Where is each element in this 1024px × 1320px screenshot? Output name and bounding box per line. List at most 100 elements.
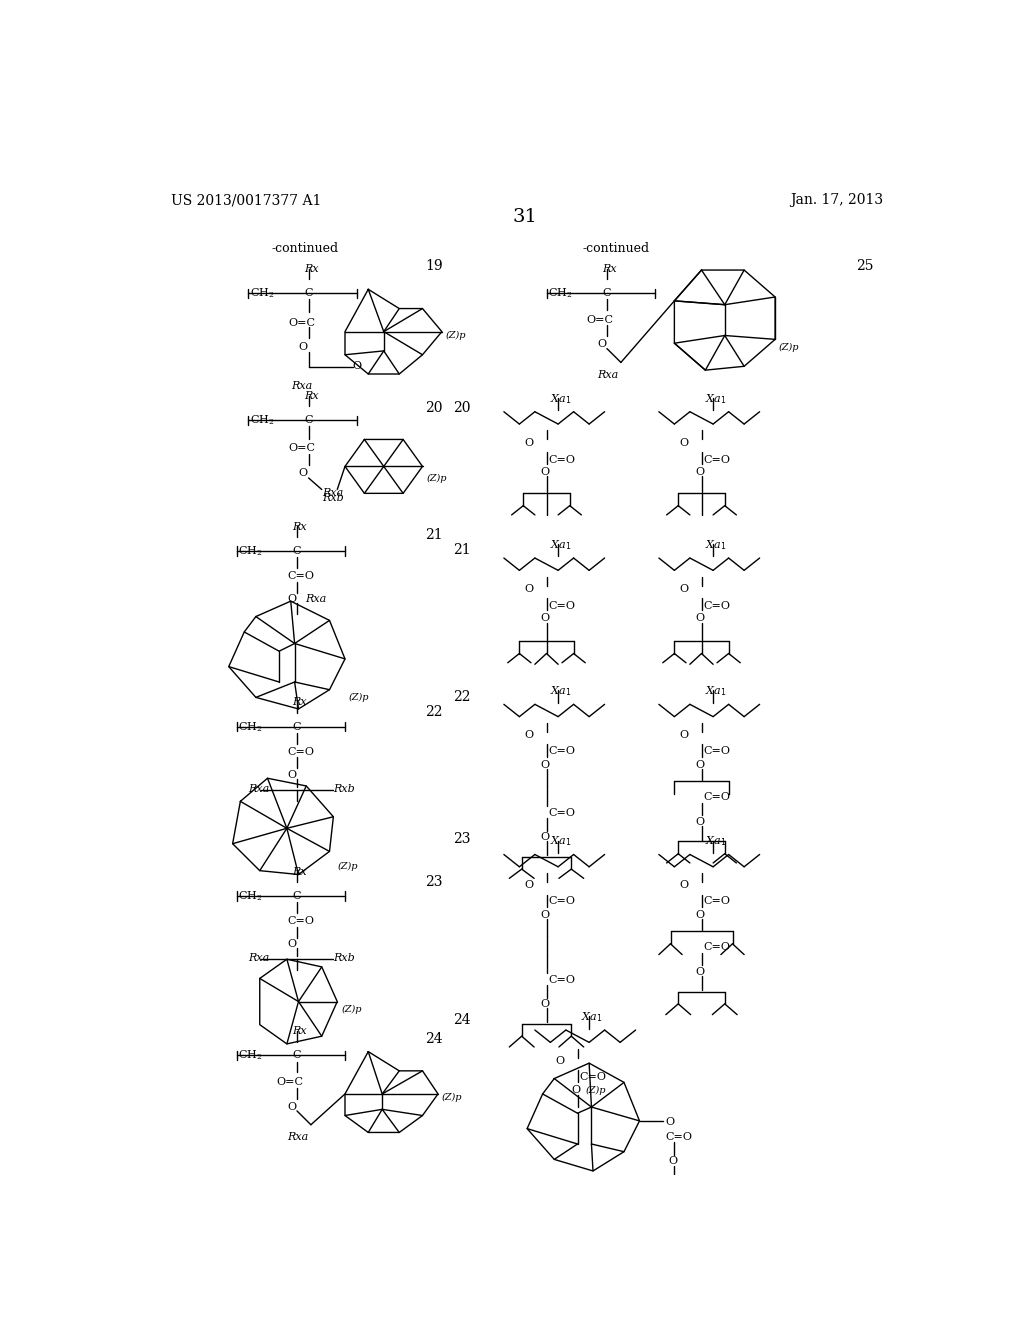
Text: Rx: Rx xyxy=(292,697,307,708)
Text: C: C xyxy=(293,546,301,556)
Text: Xa$_1$: Xa$_1$ xyxy=(582,1010,603,1024)
Text: O: O xyxy=(524,730,534,741)
Text: C=O: C=O xyxy=(549,974,575,985)
Text: Rxa: Rxa xyxy=(287,1133,308,1142)
Text: C=O: C=O xyxy=(703,942,731,952)
Text: 19: 19 xyxy=(425,259,442,272)
Text: O: O xyxy=(524,583,534,594)
Text: Rx: Rx xyxy=(304,391,318,401)
Text: O: O xyxy=(680,730,689,741)
Text: Rx: Rx xyxy=(292,521,307,532)
Text: C=O: C=O xyxy=(703,601,731,611)
Text: Xa$_1$: Xa$_1$ xyxy=(550,684,572,698)
Text: C=O: C=O xyxy=(549,896,575,906)
Text: 23: 23 xyxy=(454,832,471,846)
Text: C: C xyxy=(304,288,312,298)
Text: 22: 22 xyxy=(425,705,442,719)
Text: (Z)p: (Z)p xyxy=(426,474,446,483)
Text: Rxa: Rxa xyxy=(292,381,312,391)
Text: Rxb: Rxb xyxy=(322,494,343,503)
Text: ─: ─ xyxy=(274,1051,281,1060)
Text: Xa$_1$: Xa$_1$ xyxy=(706,684,727,698)
Text: O: O xyxy=(541,999,550,1010)
Text: Rx: Rx xyxy=(292,1026,307,1036)
Text: O: O xyxy=(524,880,534,890)
Text: C: C xyxy=(293,722,301,731)
Text: 20: 20 xyxy=(454,401,471,414)
Text: Xa$_1$: Xa$_1$ xyxy=(550,392,572,405)
Text: $\mathregular{CH_2}$: $\mathregular{CH_2}$ xyxy=(239,544,263,558)
Text: O: O xyxy=(541,760,550,770)
Text: 24: 24 xyxy=(454,1014,471,1027)
Text: Rxb: Rxb xyxy=(334,784,355,793)
Text: 23: 23 xyxy=(425,874,442,888)
Text: Xa$_1$: Xa$_1$ xyxy=(706,539,727,552)
Text: O: O xyxy=(556,1056,565,1065)
Text: O: O xyxy=(680,583,689,594)
Text: Rxa: Rxa xyxy=(322,488,343,498)
Text: (Z)p: (Z)p xyxy=(442,1093,463,1102)
Text: 20: 20 xyxy=(425,401,442,414)
Text: -continued: -continued xyxy=(271,242,338,255)
Text: O: O xyxy=(695,909,705,920)
Text: O: O xyxy=(299,342,307,352)
Text: C: C xyxy=(603,288,611,298)
Text: O: O xyxy=(571,1085,581,1096)
Text: Xa$_1$: Xa$_1$ xyxy=(706,834,727,849)
Text: O: O xyxy=(680,437,689,447)
Text: ─: ─ xyxy=(274,722,281,731)
Text: Rxa: Rxa xyxy=(305,594,326,605)
Text: $\mathregular{CH_2}$: $\mathregular{CH_2}$ xyxy=(548,286,572,300)
Text: 21: 21 xyxy=(425,528,442,543)
Text: (Z)p: (Z)p xyxy=(586,1085,606,1094)
Text: C=O: C=O xyxy=(580,1072,607,1081)
Text: C: C xyxy=(293,1051,301,1060)
Text: Rxa: Rxa xyxy=(248,784,269,793)
Text: O: O xyxy=(541,467,550,477)
Text: 22: 22 xyxy=(454,689,471,704)
Text: 25: 25 xyxy=(856,259,874,272)
Text: $\mathregular{CH_2}$: $\mathregular{CH_2}$ xyxy=(239,890,263,903)
Text: O: O xyxy=(287,940,296,949)
Text: C=O: C=O xyxy=(665,1131,692,1142)
Text: ─: ─ xyxy=(286,416,293,425)
Text: Xa$_1$: Xa$_1$ xyxy=(550,539,572,552)
Text: (Z)p: (Z)p xyxy=(341,1005,361,1014)
Text: O: O xyxy=(541,832,550,842)
Text: O: O xyxy=(695,966,705,977)
Text: C: C xyxy=(304,416,312,425)
Text: Jan. 17, 2013: Jan. 17, 2013 xyxy=(791,193,884,207)
Text: O: O xyxy=(299,469,307,478)
Text: O: O xyxy=(287,770,296,780)
Text: $\mathregular{CH_2}$: $\mathregular{CH_2}$ xyxy=(239,1048,263,1063)
Text: C=O: C=O xyxy=(703,896,731,906)
Text: C=O: C=O xyxy=(703,455,731,465)
Text: O: O xyxy=(695,467,705,477)
Text: ─: ─ xyxy=(274,891,281,902)
Text: O: O xyxy=(665,1117,674,1127)
Text: Xa$_1$: Xa$_1$ xyxy=(550,834,572,849)
Text: C=O: C=O xyxy=(287,916,314,927)
Text: (Z)p: (Z)p xyxy=(337,862,357,871)
Text: 21: 21 xyxy=(454,544,471,557)
Text: $\mathregular{CH_2}$: $\mathregular{CH_2}$ xyxy=(250,413,274,428)
Text: O: O xyxy=(695,817,705,826)
Text: (Z)p: (Z)p xyxy=(779,342,800,351)
Text: O: O xyxy=(287,594,296,605)
Text: Rxb: Rxb xyxy=(334,953,355,964)
Text: O=C: O=C xyxy=(276,1077,304,1086)
Text: C=O: C=O xyxy=(703,792,731,803)
Text: $\mathregular{CH_2}$: $\mathregular{CH_2}$ xyxy=(250,286,274,300)
Text: O: O xyxy=(695,760,705,770)
Text: O=C: O=C xyxy=(587,314,613,325)
Text: -continued: -continued xyxy=(583,242,650,255)
Text: C=O: C=O xyxy=(287,747,314,756)
Text: C=O: C=O xyxy=(549,455,575,465)
Text: ─: ─ xyxy=(274,546,281,556)
Text: O: O xyxy=(680,880,689,890)
Text: C=O: C=O xyxy=(287,572,314,581)
Text: O: O xyxy=(524,437,534,447)
Text: O: O xyxy=(541,614,550,623)
Text: C=O: C=O xyxy=(549,808,575,817)
Text: O: O xyxy=(669,1156,677,1167)
